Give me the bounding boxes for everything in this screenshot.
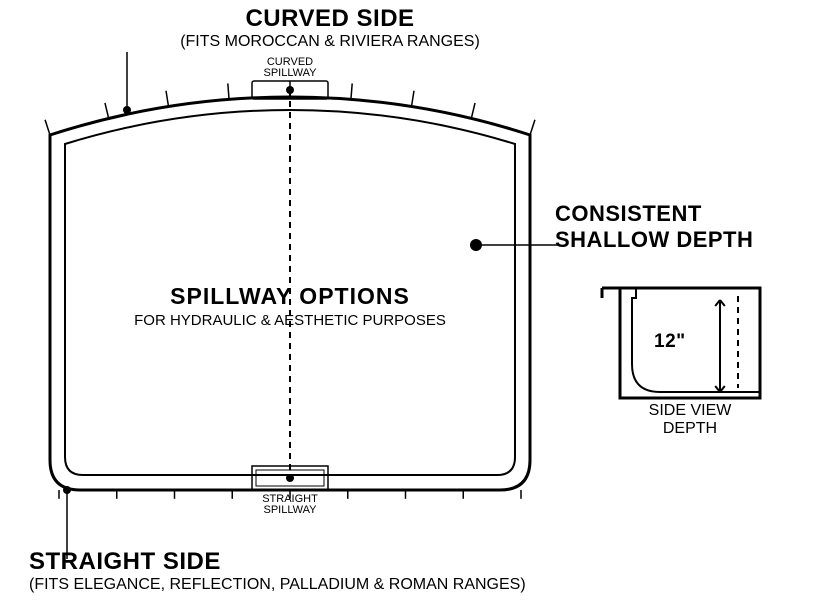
top-tick: [45, 120, 50, 135]
top-tick: [471, 103, 475, 119]
top-tick: [166, 91, 169, 107]
curved-side-sub: (FITS MOROCCAN & RIVIERA RANGES): [140, 33, 520, 51]
straight-spillway-label: STRAIGHT SPILLWAY: [239, 494, 341, 516]
straight-spillway-dot: [286, 474, 294, 482]
curved-side-label-block: CURVED SIDE (FITS MOROCCAN & RIVIERA RAN…: [140, 5, 520, 51]
side-view-line1: SIDE VIEW: [620, 402, 760, 420]
consistent-line2: SHALLOW DEPTH: [555, 227, 753, 253]
consistent-line1: CONSISTENT: [555, 201, 753, 227]
top-tick: [411, 91, 414, 107]
curved-side-dot: [123, 106, 131, 114]
shallow-depth-dot: [470, 239, 482, 251]
curved-spillway-line2: SPILLWAY: [243, 68, 337, 79]
top-tick: [351, 83, 352, 99]
straight-side-dot: [63, 486, 71, 494]
side-view-profile: [632, 288, 760, 392]
curved-spillway-dot: [286, 86, 294, 94]
center-title: SPILLWAY OPTIONS: [65, 283, 515, 310]
curved-spillway-label: CURVED SPILLWAY: [243, 57, 337, 79]
straight-side-title: STRAIGHT SIDE: [29, 548, 526, 576]
side-view-line2: DEPTH: [620, 420, 760, 438]
top-tick: [530, 120, 535, 135]
depth-value: 12": [654, 331, 686, 353]
curved-side-title: CURVED SIDE: [140, 5, 520, 33]
side-view-caption: SIDE VIEW DEPTH: [620, 402, 760, 438]
consistent-depth-block: CONSISTENT SHALLOW DEPTH: [555, 201, 753, 253]
top-tick: [105, 103, 109, 119]
straight-side-label-block: STRAIGHT SIDE (FITS ELEGANCE, REFLECTION…: [29, 548, 526, 594]
center-sub: FOR HYDRAULIC & AESTHETIC PURPOSES: [65, 312, 515, 329]
top-tick: [228, 83, 229, 99]
straight-side-sub: (FITS ELEGANCE, REFLECTION, PALLADIUM & …: [29, 576, 526, 594]
center-text-block: SPILLWAY OPTIONS FOR HYDRAULIC & AESTHET…: [65, 283, 515, 329]
straight-spillway-line2: SPILLWAY: [239, 505, 341, 516]
